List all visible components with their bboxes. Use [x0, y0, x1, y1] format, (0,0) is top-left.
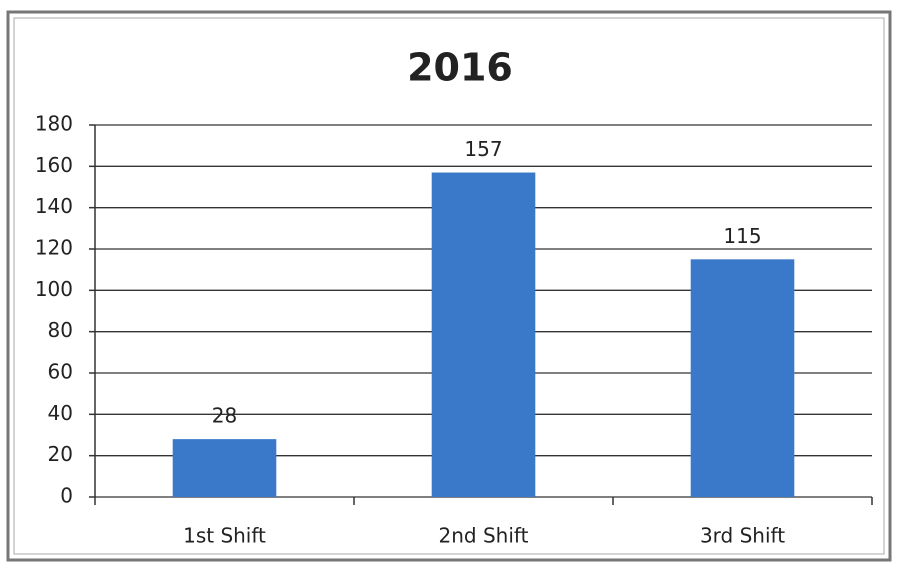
- y-tick-label: 20: [48, 442, 73, 466]
- y-tick-label: 180: [35, 112, 73, 136]
- x-tick-label: 2nd Shift: [439, 524, 529, 548]
- data-label: 115: [723, 224, 761, 248]
- y-tick-label: 40: [48, 401, 73, 425]
- y-tick-label: 120: [35, 236, 73, 260]
- x-tick-label: 1st Shift: [183, 524, 266, 548]
- bar: [690, 259, 795, 497]
- data-label: 28: [212, 404, 237, 428]
- bar: [431, 172, 536, 498]
- y-tick-label: 160: [35, 153, 73, 177]
- x-tick-label: 3rd Shift: [700, 524, 785, 548]
- chart-title: 2016: [407, 46, 513, 90]
- y-tick-label: 60: [48, 360, 73, 384]
- y-tick-label: 100: [35, 277, 73, 301]
- y-tick-label: 0: [60, 484, 73, 508]
- y-tick-label: 140: [35, 194, 73, 218]
- chart-inner-frame: [13, 17, 885, 555]
- bar: [172, 439, 277, 497]
- y-tick-label: 80: [48, 318, 73, 342]
- data-label: 157: [464, 137, 502, 161]
